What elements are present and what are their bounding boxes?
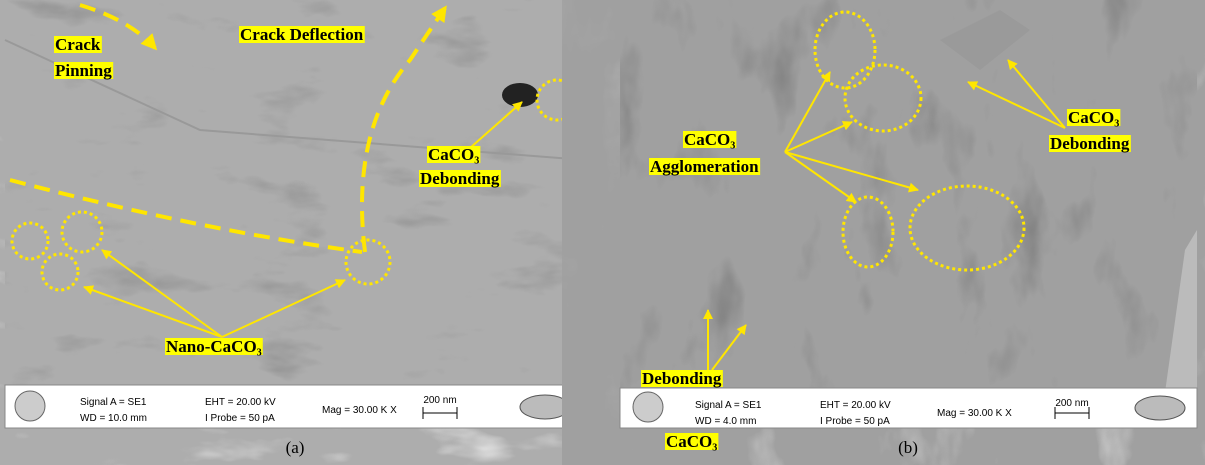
info-scale: 200 nm [423, 395, 456, 406]
annotation-label: Pinning [55, 61, 112, 80]
label-background [683, 131, 737, 148]
annotation-label: Crack [55, 35, 101, 54]
info-eht: EHT = 20.00 kV [820, 400, 891, 411]
label-background [165, 338, 263, 355]
annotation-label: CaCO₃ [666, 432, 717, 451]
label-background [54, 62, 114, 79]
info-probe: I Probe = 50 pA [205, 413, 275, 424]
info-wd: WD = 4.0 mm [695, 416, 756, 427]
annotation-label: CaCO₃ [428, 145, 479, 164]
info-wd: WD = 10.0 mm [80, 413, 147, 424]
annotation-label: CaCO₃ [684, 130, 735, 149]
info-mag: Mag = 30.00 K X [937, 408, 1012, 419]
label-background [54, 36, 102, 53]
label-background [665, 433, 719, 450]
panel-b-image [619, 0, 1198, 429]
info-signal: Signal A = SE1 [695, 400, 762, 411]
info-scale: 200 nm [1055, 398, 1088, 409]
panel-caption: (a) [286, 438, 305, 457]
label-background [419, 170, 501, 187]
label-background [239, 26, 365, 43]
info-eht: EHT = 20.00 kV [205, 397, 276, 408]
label-background [649, 158, 761, 175]
annotation-label: CaCO₃ [1068, 108, 1119, 127]
label-background [1049, 135, 1131, 152]
info-probe: I Probe = 50 pA [820, 416, 890, 427]
annotation-label: Nano-CaCO₃ [166, 337, 262, 356]
annotation-label: Debonding [642, 369, 722, 388]
annotation-label: Debonding [1050, 134, 1130, 153]
label-background [427, 146, 481, 163]
label-background [641, 370, 723, 387]
annotation-label: Agglomeration [650, 157, 759, 176]
annotation-label: Debonding [420, 169, 500, 188]
annotation-label: Crack Deflection [240, 25, 364, 44]
info-mag: Mag = 30.00 K X [322, 405, 397, 416]
info-signal: Signal A = SE1 [80, 397, 147, 408]
label-background [1067, 109, 1121, 126]
panel-caption: (b) [898, 438, 918, 457]
